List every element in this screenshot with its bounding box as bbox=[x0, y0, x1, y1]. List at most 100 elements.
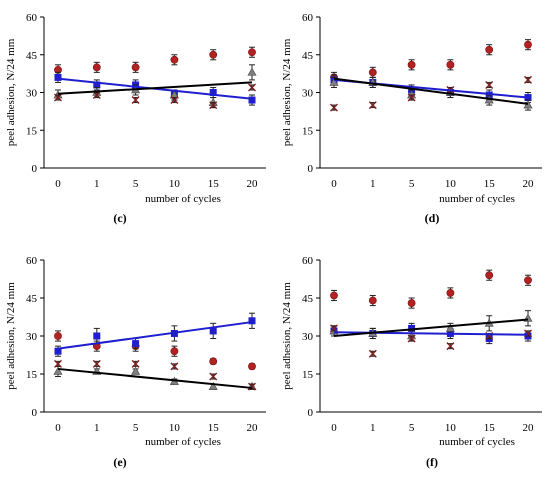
x-tick-label: 20 bbox=[523, 422, 535, 434]
y-tick-label: 45 bbox=[302, 50, 314, 62]
data-point-x bbox=[524, 329, 532, 338]
data-point-x bbox=[131, 359, 140, 368]
x-tick-label: 10 bbox=[169, 422, 181, 434]
y-tick-label: 0 bbox=[32, 407, 38, 419]
data-point-x bbox=[330, 103, 338, 112]
x-tick-label: 20 bbox=[247, 422, 259, 434]
y-axis-label: peel adhesion, N/24 mm bbox=[281, 38, 293, 146]
x-tick-label: 5 bbox=[409, 422, 415, 434]
x-axis-label: number of cycles bbox=[145, 436, 221, 448]
data-point-circle bbox=[54, 332, 62, 340]
data-point-circle bbox=[368, 296, 377, 305]
data-point-circle bbox=[485, 271, 494, 280]
data-point-x bbox=[368, 349, 377, 358]
y-tick-label: 0 bbox=[32, 163, 38, 175]
x-axis-label: number of cycles bbox=[145, 193, 221, 205]
data-point-circle bbox=[248, 48, 256, 57]
data-point-x bbox=[248, 83, 256, 92]
trend-line bbox=[333, 318, 529, 337]
trend-line bbox=[57, 321, 253, 350]
x-tick-label: 0 bbox=[331, 178, 337, 190]
data-point-x bbox=[54, 93, 62, 102]
trend-line bbox=[57, 81, 253, 95]
y-axis-label: peel adhesion, N/24 mm bbox=[281, 282, 293, 390]
data-point-circle bbox=[524, 276, 532, 285]
data-point-square bbox=[209, 327, 217, 335]
y-tick-label: 30 bbox=[26, 331, 38, 343]
y-tick-label: 60 bbox=[302, 255, 314, 267]
data-point-square bbox=[248, 96, 256, 104]
data-point-x bbox=[170, 96, 179, 105]
x-tick-label: 15 bbox=[484, 422, 496, 434]
data-point-triangle bbox=[247, 67, 257, 76]
data-point-x bbox=[524, 75, 532, 84]
data-point-circle bbox=[248, 362, 256, 371]
x-tick-label: 0 bbox=[55, 178, 61, 190]
data-point-square bbox=[54, 347, 62, 355]
y-axis-label: peel adhesion, N/24 mm bbox=[5, 282, 17, 390]
data-point-triangle bbox=[523, 100, 533, 109]
data-point-circle bbox=[524, 40, 532, 49]
data-point-circle bbox=[407, 299, 416, 307]
y-tick-label: 15 bbox=[26, 125, 38, 137]
data-point-triangle bbox=[445, 323, 455, 332]
panel-label: (f) bbox=[426, 455, 438, 469]
panel-label: (d) bbox=[425, 211, 440, 225]
y-tick-label: 45 bbox=[302, 293, 314, 305]
data-point-x bbox=[407, 93, 416, 102]
trend-line bbox=[57, 367, 253, 389]
trend-line bbox=[333, 77, 529, 105]
x-tick-label: 15 bbox=[208, 422, 220, 434]
data-point-square bbox=[209, 89, 217, 96]
data-point-triangle bbox=[329, 77, 339, 86]
data-point-triangle bbox=[131, 366, 141, 375]
data-point-x bbox=[407, 334, 416, 343]
data-point-x bbox=[485, 80, 494, 89]
data-point-x bbox=[209, 101, 218, 110]
data-point-x bbox=[54, 359, 62, 368]
data-point-circle bbox=[330, 291, 338, 300]
x-axis-label: number of cycles bbox=[439, 193, 515, 205]
data-point-circle bbox=[170, 55, 179, 64]
data-point-x bbox=[131, 96, 140, 105]
x-tick-label: 10 bbox=[169, 178, 181, 190]
data-point-triangle bbox=[53, 366, 63, 375]
x-axis-label: number of cycles bbox=[439, 436, 515, 448]
data-point-circle bbox=[209, 50, 218, 59]
y-axis-label: peel adhesion, N/24 mm bbox=[5, 38, 17, 146]
y-tick-label: 60 bbox=[26, 12, 38, 24]
x-tick-label: 1 bbox=[94, 422, 100, 434]
data-point-circle bbox=[446, 60, 455, 69]
data-point-circle bbox=[170, 347, 179, 356]
x-tick-label: 20 bbox=[247, 178, 259, 190]
x-tick-label: 1 bbox=[94, 178, 100, 190]
data-point-circle bbox=[131, 63, 140, 72]
x-tick-label: 5 bbox=[133, 178, 139, 190]
data-point-square bbox=[93, 332, 101, 340]
data-point-square bbox=[54, 73, 62, 81]
data-point-x bbox=[248, 382, 256, 391]
data-point-circle bbox=[446, 289, 455, 297]
y-tick-label: 60 bbox=[302, 12, 314, 24]
y-tick-label: 60 bbox=[26, 255, 38, 267]
data-point-circle bbox=[368, 68, 377, 77]
panel-label: (e) bbox=[113, 455, 126, 469]
data-point-circle bbox=[92, 63, 101, 72]
x-tick-label: 20 bbox=[523, 178, 535, 190]
y-tick-label: 45 bbox=[26, 293, 38, 305]
data-point-circle bbox=[485, 45, 494, 54]
panel-label: (c) bbox=[113, 211, 126, 225]
x-tick-label: 1 bbox=[370, 178, 376, 190]
data-point-square bbox=[248, 317, 256, 325]
x-tick-label: 1 bbox=[370, 422, 376, 434]
y-tick-label: 45 bbox=[26, 50, 38, 62]
x-tick-label: 15 bbox=[208, 178, 220, 190]
y-tick-label: 15 bbox=[26, 369, 38, 381]
y-tick-label: 0 bbox=[308, 163, 314, 175]
data-point-square bbox=[408, 324, 416, 332]
y-tick-label: 30 bbox=[302, 331, 314, 343]
x-tick-label: 0 bbox=[55, 422, 61, 434]
data-point-square bbox=[132, 340, 140, 348]
x-tick-label: 5 bbox=[409, 178, 415, 190]
